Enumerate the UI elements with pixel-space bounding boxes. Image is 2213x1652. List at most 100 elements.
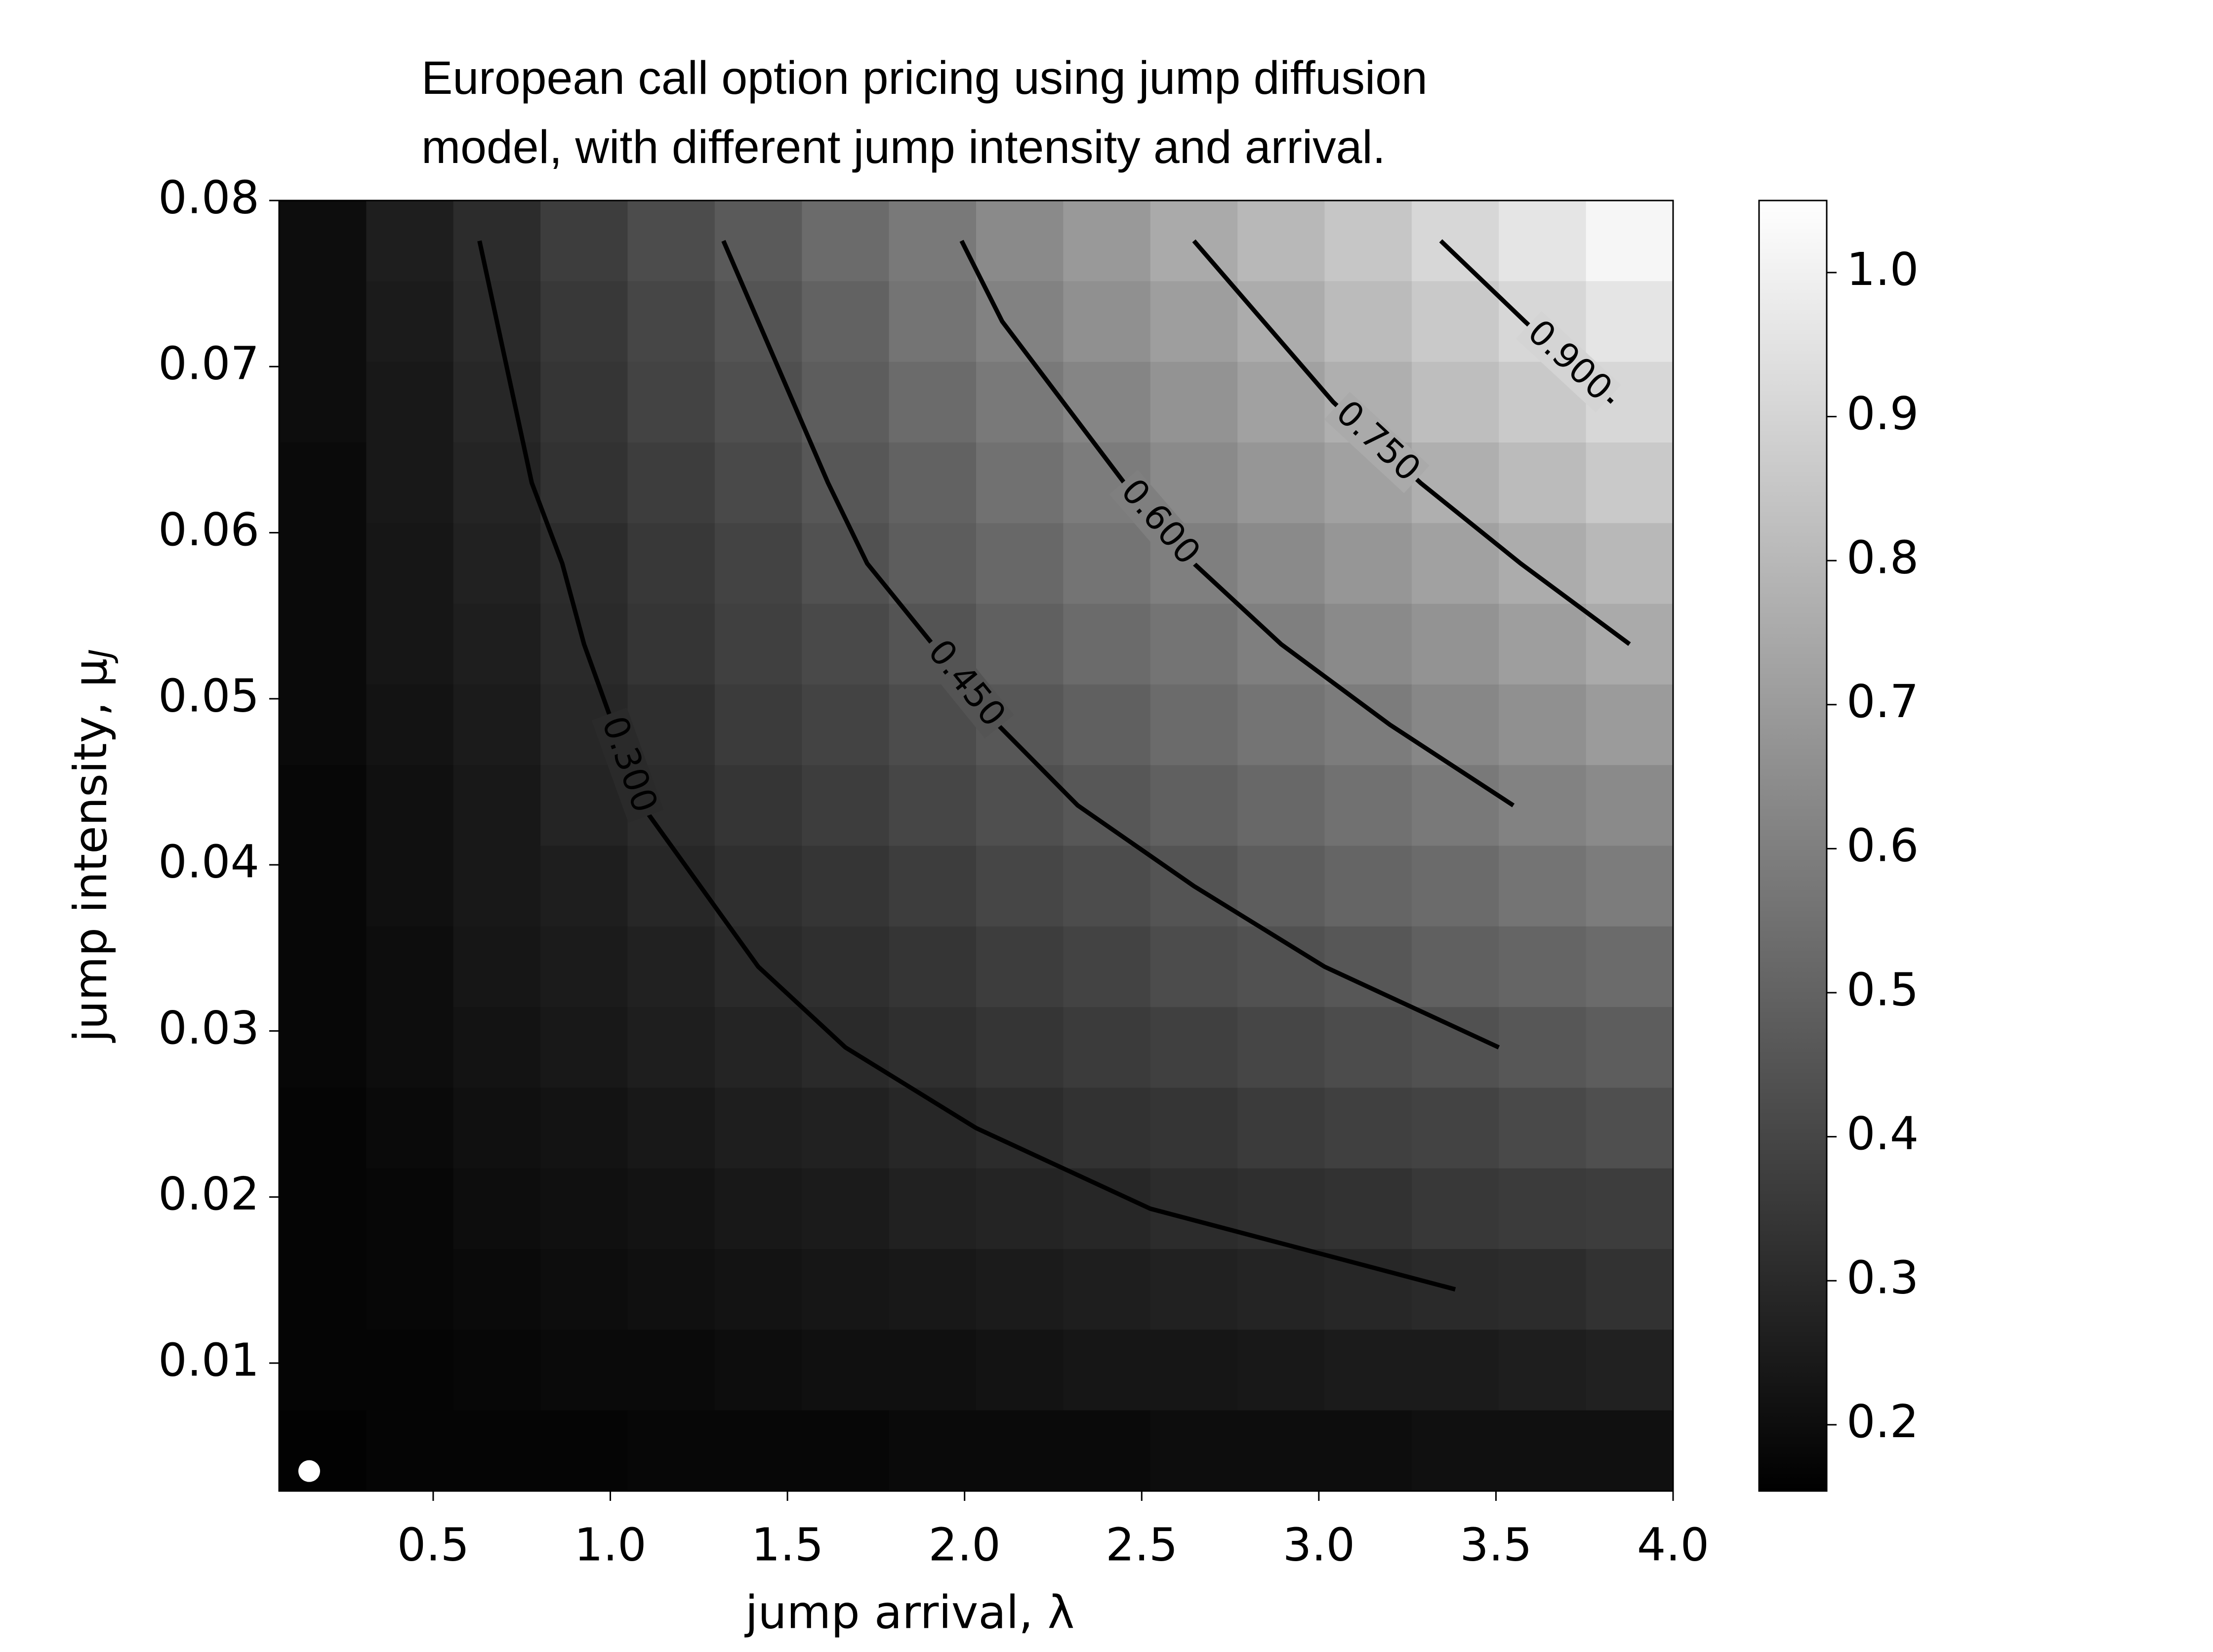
- heat-cell: [1586, 846, 1673, 927]
- heat-cell: [889, 765, 977, 846]
- heat-cell: [627, 926, 715, 1007]
- heat-cell: [1411, 281, 1499, 363]
- heat-cell: [802, 604, 890, 685]
- heat-cell: [976, 1410, 1064, 1491]
- y-tick-label: 0.08: [158, 171, 259, 224]
- heat-cell: [802, 523, 890, 604]
- heat-cell: [1586, 765, 1673, 846]
- heat-cell: [366, 926, 454, 1007]
- heat-cell: [366, 846, 454, 927]
- heat-cell: [802, 1410, 890, 1491]
- heat-cell: [627, 1249, 715, 1330]
- heat-cell: [1063, 1410, 1151, 1491]
- heat-cell: [802, 684, 890, 766]
- heat-cell: [802, 1249, 890, 1330]
- heat-cell: [714, 684, 802, 766]
- x-axis-label: jump arrival, λ: [744, 1586, 1074, 1639]
- heat-cell: [1411, 684, 1499, 766]
- heat-cell: [453, 765, 541, 846]
- heat-cell: [714, 765, 802, 846]
- heat-cell: [1150, 1168, 1238, 1249]
- heat-cell: [1324, 1007, 1412, 1088]
- heat-cell: [1150, 765, 1238, 846]
- heat-cell: [889, 281, 977, 363]
- x-tick-label: 3.0: [1283, 1518, 1355, 1571]
- heat-cell: [1324, 846, 1412, 927]
- heat-cell: [976, 442, 1064, 524]
- heat-cell: [1499, 846, 1587, 927]
- heat-cell: [1411, 604, 1499, 685]
- heat-cell: [627, 604, 715, 685]
- heat-cell: [1586, 926, 1673, 1007]
- heat-cell: [1063, 926, 1151, 1007]
- heat-cell: [1586, 523, 1673, 604]
- heat-cell: [1237, 1249, 1325, 1330]
- heat-cell: [802, 926, 890, 1007]
- x-tick-label: 2.5: [1106, 1518, 1178, 1571]
- contour-label-bg: [916, 630, 1014, 739]
- colorbar-tick-label: 0.9: [1846, 387, 1919, 440]
- heat-cell: [976, 1168, 1064, 1249]
- heat-cell: [1324, 765, 1412, 846]
- heat-cell: [1324, 684, 1412, 766]
- heat-cell: [453, 684, 541, 766]
- heat-cell: [1237, 1410, 1325, 1491]
- heat-cell: [453, 604, 541, 685]
- y-axis-label-text: jump intensity, μ: [64, 658, 117, 1043]
- heat-cell: [1237, 281, 1325, 363]
- y-tick-label: 0.07: [158, 337, 259, 390]
- heat-cell: [889, 1410, 977, 1491]
- heat-cell: [279, 604, 367, 685]
- heat-cell: [540, 523, 628, 604]
- heat-cell: [1063, 846, 1151, 927]
- heat-cell: [366, 201, 454, 282]
- chart-title-line: European call option pricing using jump …: [421, 52, 1428, 104]
- heat-cell: [453, 523, 541, 604]
- heat-cell: [366, 765, 454, 846]
- y-tick-label: 0.01: [158, 1333, 259, 1386]
- heat-cell: [802, 765, 890, 846]
- heat-cell: [1150, 1249, 1238, 1330]
- heat-cell: [976, 1088, 1064, 1169]
- x-tick-label: 2.0: [929, 1518, 1001, 1571]
- heat-cell: [976, 1007, 1064, 1088]
- colorbar-tick-label: 0.3: [1846, 1251, 1919, 1304]
- heat-cell: [279, 523, 367, 604]
- heat-cell: [1324, 604, 1412, 685]
- y-axis-label: jump intensity, μJ: [64, 649, 119, 1043]
- heat-cell: [714, 442, 802, 524]
- heat-cell: [1499, 442, 1587, 524]
- heat-cell: [453, 846, 541, 927]
- heat-cell: [976, 604, 1064, 685]
- y-tick-label: 0.06: [158, 503, 259, 556]
- heat-cell: [366, 281, 454, 363]
- heat-cell: [1063, 1330, 1151, 1411]
- colorbar-tick-label: 0.7: [1846, 675, 1919, 728]
- heat-cell: [889, 846, 977, 927]
- heat-cell: [1150, 281, 1238, 363]
- heat-cell: [1150, 362, 1238, 443]
- heat-cell: [1063, 1249, 1151, 1330]
- heat-cell: [540, 1007, 628, 1088]
- heat-cell: [714, 1168, 802, 1249]
- heat-cell: [1150, 684, 1238, 766]
- heat-cell: [627, 1168, 715, 1249]
- heat-cell: [1237, 765, 1325, 846]
- heat-cell: [714, 362, 802, 443]
- heat-cell: [1499, 1007, 1587, 1088]
- heat-cell: [279, 442, 367, 524]
- heat-cell: [714, 846, 802, 927]
- heat-cell: [1586, 1410, 1673, 1491]
- x-tick-label: 0.5: [397, 1518, 469, 1571]
- heat-cell: [1411, 926, 1499, 1007]
- heat-cell: [889, 362, 977, 443]
- heat-cell: [1586, 1007, 1673, 1088]
- heat-cell: [279, 684, 367, 766]
- heat-cell: [540, 1410, 628, 1491]
- heat-cell: [1324, 1249, 1412, 1330]
- heat-cell: [802, 362, 890, 443]
- heat-cell: [366, 1410, 454, 1491]
- heat-cell: [279, 1330, 367, 1411]
- heat-cell: [540, 926, 628, 1007]
